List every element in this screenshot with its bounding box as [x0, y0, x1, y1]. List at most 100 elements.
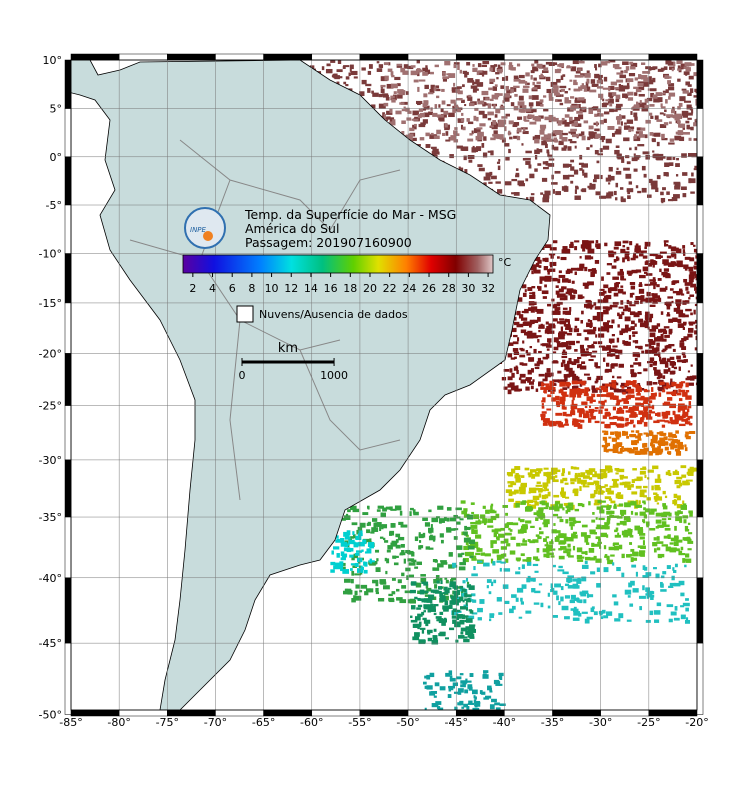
sst-patch: [626, 161, 631, 165]
sst-patch: [440, 618, 447, 623]
sst-patch: [562, 468, 565, 474]
sst-patch: [665, 60, 672, 65]
sst-patch: [412, 623, 420, 628]
sst-patch: [596, 524, 602, 528]
sst-patch: [640, 102, 647, 108]
sst-patch: [564, 185, 568, 190]
sst-patch: [638, 131, 643, 136]
sst-patch: [677, 78, 681, 82]
sst-patch: [636, 249, 640, 254]
sst-patch: [553, 303, 561, 307]
sst-patch: [486, 585, 489, 589]
sst-patch: [519, 347, 524, 350]
sst-patch: [542, 194, 550, 199]
sst-patch: [361, 79, 367, 85]
sst-patch: [592, 315, 598, 321]
sst-patch: [582, 590, 589, 594]
sst-patch: [422, 617, 427, 621]
sst-patch: [525, 108, 532, 112]
sst-patch: [672, 290, 680, 294]
sst-patch: [680, 605, 685, 608]
sst-patch: [664, 109, 667, 113]
sst-patch: [561, 249, 566, 254]
sst-patch: [653, 184, 658, 188]
sst-patch: [616, 516, 623, 519]
sst-patch: [516, 587, 524, 593]
sst-patch: [658, 356, 662, 362]
sst-patch: [607, 490, 614, 495]
sst-patch: [406, 117, 412, 121]
sst-patch: [643, 77, 650, 83]
lon-tick-label: -35°: [541, 716, 564, 729]
sst-patch: [463, 604, 469, 608]
sst-patch: [588, 125, 594, 130]
sst-patch: [555, 469, 561, 473]
sst-patch: [587, 185, 590, 189]
sst-patch: [528, 491, 531, 494]
sst-patch: [564, 496, 570, 499]
sst-patch: [621, 85, 629, 90]
sst-patch: [415, 68, 422, 73]
sst-patch: [657, 373, 663, 379]
sst-patch: [489, 67, 493, 72]
sst-patch: [427, 632, 431, 635]
sst-patch: [571, 403, 578, 406]
sst-patch: [693, 265, 697, 269]
sst-patch: [682, 558, 686, 563]
sst-patch: [459, 562, 466, 566]
sst-patch: [526, 561, 532, 566]
sst-patch: [676, 504, 683, 509]
sst-patch: [450, 135, 456, 140]
sst-patch: [587, 300, 592, 306]
sst-patch: [420, 577, 427, 583]
sst-patch: [672, 317, 678, 323]
sst-patch: [357, 533, 363, 537]
sst-patch: [530, 75, 533, 80]
sst-patch: [666, 604, 674, 608]
sst-patch: [656, 97, 663, 103]
sst-patch: [675, 383, 683, 389]
sst-patch: [527, 502, 530, 507]
sst-patch: [472, 88, 477, 93]
sst-patch: [588, 408, 595, 414]
sst-patch: [581, 361, 586, 365]
sst-patch: [652, 293, 657, 298]
sst-patch: [516, 135, 521, 141]
sst-patch: [564, 318, 570, 323]
sst-patch: [414, 123, 417, 127]
sst-patch: [560, 533, 567, 538]
sst-patch: [477, 100, 485, 105]
sst-patch: [678, 366, 681, 371]
sst-patch: [637, 82, 644, 87]
sst-patch: [658, 352, 661, 358]
sst-patch: [546, 549, 549, 554]
sst-patch: [439, 611, 444, 615]
sst-patch: [570, 96, 575, 99]
sst-patch: [615, 103, 623, 107]
sst-patch: [471, 130, 474, 135]
sst-patch: [558, 331, 566, 337]
colorbar: [182, 254, 494, 274]
sst-patch: [552, 615, 558, 618]
sst-patch: [556, 321, 563, 324]
sst-patch: [330, 569, 335, 573]
sst-patch: [584, 560, 588, 565]
sst-patch: [433, 604, 439, 607]
sst-patch: [662, 92, 666, 95]
sst-patch: [533, 512, 539, 516]
sst-patch: [515, 502, 520, 508]
sst-patch: [573, 82, 578, 86]
sst-patch: [551, 389, 556, 392]
sst-patch: [491, 698, 497, 703]
sst-patch: [564, 248, 571, 254]
sst-patch: [643, 368, 648, 372]
sst-patch: [421, 611, 425, 616]
sst-patch: [598, 517, 605, 521]
sst-patch: [685, 286, 689, 291]
sst-patch: [655, 519, 662, 524]
lon-tick-label: -50°: [396, 716, 419, 729]
sst-patch: [522, 322, 529, 326]
sst-patch: [509, 529, 513, 532]
sst-patch: [454, 585, 458, 590]
sst-patch: [643, 421, 648, 427]
